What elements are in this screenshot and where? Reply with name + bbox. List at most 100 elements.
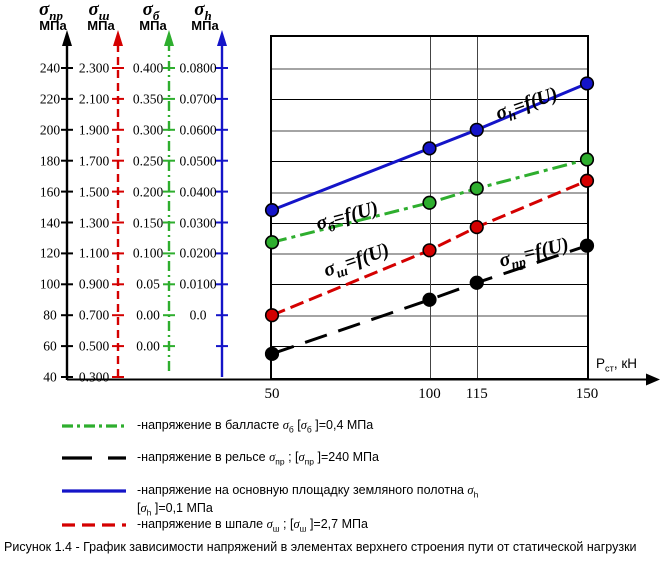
text-segment: -напряжение в шпале: [137, 517, 267, 531]
y-axis-symbol-sigma_pr: σпр: [39, 0, 63, 25]
text-segment: ш: [272, 523, 280, 534]
y-axis-symbol-sigma_sh: σш: [88, 0, 110, 25]
y-tick-label: 1.300: [78, 215, 110, 230]
y-axis-unit-sigma_h: МПа: [191, 18, 219, 33]
y-tick-label: 2.100: [78, 91, 110, 107]
y-tick-label: 0.500: [78, 338, 110, 354]
text-segment: ; [: [284, 450, 299, 464]
y-axis-unit-sigma_pr: МПа: [39, 18, 67, 33]
y-tick-label: 0.0400: [179, 184, 217, 200]
legend-label-sigma_h-line2: [σh ]=0,1 МПа: [137, 501, 213, 521]
text-segment: σ: [269, 450, 276, 464]
text-segment: σ: [39, 0, 50, 20]
y-tick-label: 0.250: [132, 153, 164, 169]
text-segment: пр: [49, 7, 63, 23]
text-segment: -напряжение в балласте: [137, 418, 283, 432]
text-segment: -напряжение в рельсе: [137, 450, 270, 464]
text-segment: ст: [605, 363, 614, 374]
text-segment: пр: [304, 456, 315, 467]
y-tick-label: 100: [39, 276, 61, 292]
text-segment: σ: [467, 483, 474, 497]
x-tick-label: 100: [418, 386, 441, 402]
y-tick-label: 0.400: [132, 60, 164, 76]
x-tick-label: 115: [465, 386, 488, 402]
y-tick-label: 0.300: [132, 122, 164, 138]
y-tick-label: 220: [39, 91, 61, 107]
y-axis-symbol-sigma_h: σh: [194, 0, 212, 25]
text-segment: ]=0,1 МПа: [151, 501, 213, 515]
text-segment: пр: [275, 456, 285, 467]
y-tick-label: 0.200: [132, 184, 164, 200]
y-tick-label: 120: [39, 245, 61, 261]
y-tick-label: 0.05: [136, 276, 160, 292]
text-segment: б: [306, 424, 312, 435]
y-tick-label: 0.900: [78, 276, 110, 292]
y-tick-label: 2.300: [78, 60, 110, 76]
y-tick-label: 180: [39, 153, 61, 169]
y-tick-label: 140: [39, 215, 61, 230]
text-segment: [: [137, 501, 141, 515]
y-tick-label: 160: [39, 184, 61, 200]
y-tick-label: 0.0700: [179, 91, 217, 107]
x-tick-label: 150: [575, 386, 599, 402]
legend-label-sigma_b: -напряжение в балласте σб [σб ]=0,4 МПа: [137, 418, 373, 438]
text-segment: σ: [88, 0, 99, 20]
figure-caption: Рисунок 1.4 - График зависимости напряже…: [4, 540, 637, 554]
text-segment: σ: [266, 517, 273, 531]
text-segment: -напряжение на основную площадку земляно…: [137, 483, 468, 497]
y-tick-label: 0.300: [78, 369, 110, 385]
y-tick-label: 1.500: [78, 184, 110, 200]
x-tick-label: 50: [264, 386, 280, 402]
text-segment: ; [: [279, 517, 294, 531]
y-tick-label: 1.900: [78, 122, 110, 138]
y-tick-label: 0.0100: [179, 276, 217, 292]
y-tick-label: 40: [43, 369, 57, 385]
text-segment: ш: [299, 523, 307, 534]
y-tick-label: 0.0200: [179, 245, 217, 261]
y-tick-label: 80: [43, 307, 57, 323]
y-tick-label: 0.0800: [179, 60, 217, 76]
y-tick-label: 1.100: [78, 245, 110, 261]
legend-label-sigma_pr: -напряжение в рельсе σпр ; [σпр ]=240 МП…: [137, 450, 379, 470]
legend-label-sigma_sh: -напряжение в шпале σш ; [σш ]=2,7 МПа: [137, 517, 368, 537]
text-segment: ]=2,7 МПа: [306, 517, 368, 531]
y-tick-label: 0.0: [189, 307, 207, 323]
text-segment: σ: [194, 0, 205, 20]
y-tick-label: 0.350: [132, 91, 164, 107]
y-tick-label: 0.0500: [179, 153, 217, 169]
text-segment: P: [596, 356, 606, 371]
y-tick-label: 200: [39, 122, 61, 138]
text-segment: σ: [293, 517, 300, 531]
text-segment: [: [293, 418, 301, 432]
text-segment: σ: [300, 418, 307, 432]
y-tick-label: 0.00: [136, 338, 160, 354]
text-segment: ]=240 МПа: [314, 450, 379, 464]
legend-label-sigma_h: -напряжение на основную площадку земляно…: [137, 483, 478, 503]
text-segment: h: [473, 489, 479, 500]
text-segment: σ: [140, 501, 147, 515]
text-segment: , кН: [613, 356, 637, 371]
y-axis-symbol-sigma_b: σб: [142, 0, 160, 25]
text-segment: σ: [298, 450, 305, 464]
y-tick-label: 0.0600: [179, 122, 217, 138]
grid-line-v: [429, 37, 431, 378]
text-segment: h: [146, 507, 152, 518]
text-segment: h: [204, 7, 212, 23]
y-tick-label: 240: [39, 60, 61, 76]
y-tick-label: 1.700: [78, 153, 110, 169]
y-tick-label: 0.0300: [179, 215, 217, 230]
text-segment: б: [288, 424, 294, 435]
x-axis-arrowhead: [646, 373, 660, 386]
y-axis-unit-sigma_b: МПа: [139, 18, 167, 33]
text-segment: σ: [142, 0, 153, 20]
text-segment: σ: [282, 418, 289, 432]
y-tick-label: 0.150: [132, 215, 164, 230]
text-segment: б: [152, 7, 160, 23]
y-tick-label: 0.700: [78, 307, 110, 323]
text-segment: ш: [98, 7, 110, 23]
x-axis-title: Pст, кН: [596, 356, 637, 374]
y-axis-unit-sigma_sh: МПа: [87, 18, 115, 33]
text-segment: ]=0,4 МПа: [311, 418, 374, 432]
y-tick-label: 0.00: [136, 307, 160, 323]
